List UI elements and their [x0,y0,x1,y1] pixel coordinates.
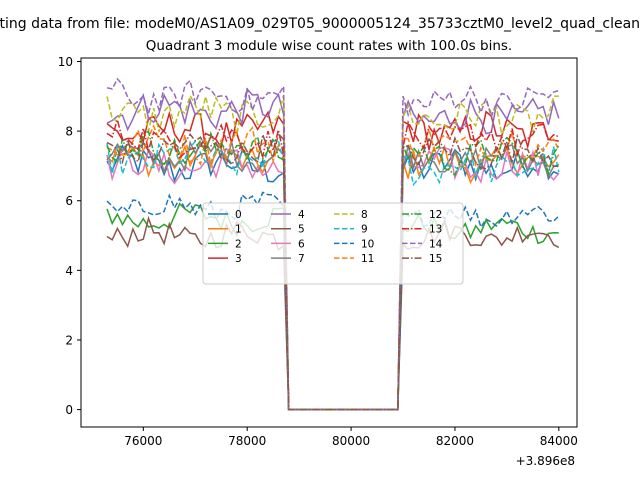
legend-label-11: 11 [361,253,374,265]
x-tick-label: 82000 [436,434,474,448]
legend-label-12: 12 [429,209,442,221]
x-offset-label: +3.896e8 [516,454,575,468]
legend-label-9: 9 [361,224,368,236]
y-tick-label: 0 [65,403,73,417]
legend-label-5: 5 [298,224,305,236]
x-axis: 76000 78000 80000 82000 84000 [124,427,578,448]
legend-label-4: 4 [298,209,305,221]
x-tick-label: 78000 [228,434,266,448]
x-tick-label: 84000 [540,434,578,448]
chart-title: Quadrant 3 module wise count rates with … [146,38,512,54]
legend-label-15: 15 [429,253,442,265]
y-tick-label: 6 [65,194,73,208]
plot-frame [80,57,578,428]
figure-suptitle: Plotting data from file: modeM0/AS1A09_0… [0,16,640,32]
x-tick-label: 80000 [332,434,370,448]
legend-label-10: 10 [361,238,374,250]
legend-label-13: 13 [429,224,442,236]
series-line-15 [106,131,559,411]
legend-label-1: 1 [235,224,242,236]
x-tick-label: 76000 [124,434,162,448]
y-axis: 0 2 4 6 8 10 [58,55,81,417]
y-tick-label: 10 [58,55,73,69]
series-line-12 [106,130,560,411]
series-line-10 [106,191,560,411]
legend-label-3: 3 [235,253,242,265]
series-line-13 [106,117,560,411]
y-tick-label: 2 [65,333,73,347]
legend-box [202,202,464,285]
series-line-14 [106,77,559,411]
legend-label-6: 6 [298,238,305,250]
y-tick-label: 4 [65,264,73,278]
legend-label-14: 14 [429,238,443,250]
legend-label-0: 0 [235,209,242,221]
legend-label-2: 2 [235,238,242,250]
y-tick-label: 8 [65,125,73,139]
series-layer [106,77,560,411]
legend-label-7: 7 [298,253,305,265]
legend-label-8: 8 [361,209,368,221]
